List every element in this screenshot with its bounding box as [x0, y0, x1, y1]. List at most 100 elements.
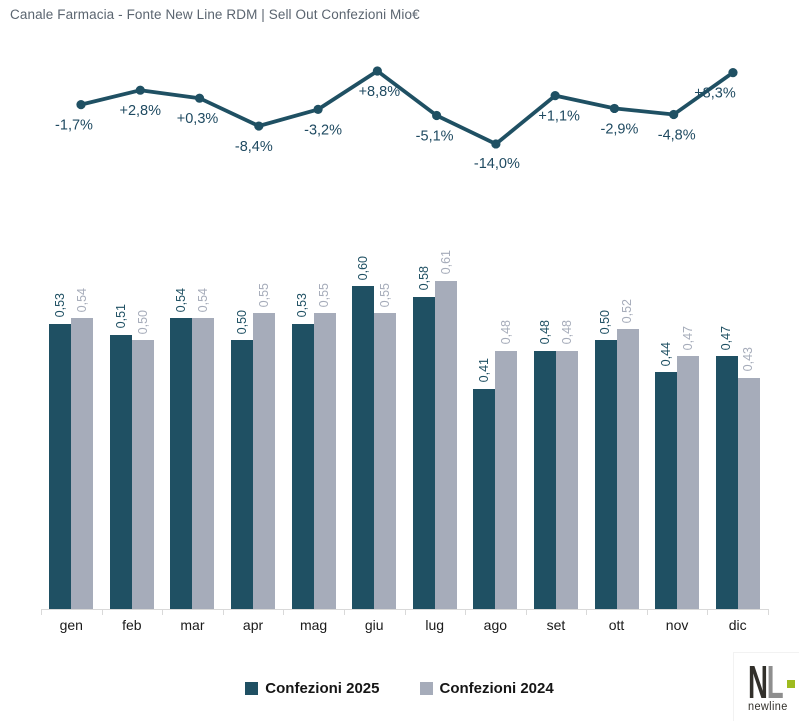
trend-point-label: -3,2% — [304, 122, 342, 138]
bar-value-label: 0,61 — [438, 250, 453, 275]
trend-point-label: +8,8% — [359, 84, 401, 100]
bar-value-label: 0,48 — [537, 320, 552, 345]
legend-item-2025: Confezioni 2025 — [245, 680, 380, 697]
bar-mag-confezioni-2025 — [291, 323, 314, 610]
trend-point — [432, 110, 442, 121]
bar-value-label: 0,48 — [559, 320, 574, 345]
legend-swatch-2024 — [419, 682, 433, 695]
x-axis-tick — [283, 609, 285, 615]
bar-value-label: 0,53 — [53, 293, 68, 318]
bar-value-label: 0,52 — [620, 298, 635, 324]
bar-gen-confezioni-2024 — [71, 318, 94, 610]
bar-chart: 0,53 0,54 0,51 0,50 0,54 0,54 0,50 0,55 0,53 0,55… — [41, 225, 768, 610]
line-chart: -1,7% +2,8% +0,3% -8,4% -3,2% +8,8% -5,1% -14,0… — [55, 66, 738, 172]
trend-point-label: +0,3% — [177, 111, 219, 127]
logo-wordmark: newline — [748, 701, 788, 713]
x-axis-tick — [646, 609, 648, 615]
bar-value-label: 0,44 — [658, 342, 673, 367]
x-axis-tick — [162, 609, 164, 615]
month-label-giu: giu — [364, 617, 384, 633]
trend-point-label: -5,1% — [416, 128, 454, 144]
bar-set-confezioni-2024 — [555, 350, 578, 610]
bar-group-mag: 0,53 0,55 — [283, 225, 344, 610]
bar-value-label: 0,50 — [234, 309, 249, 334]
bar-feb-confezioni-2025 — [109, 334, 132, 610]
bar-value-label: 0,50 — [135, 309, 150, 334]
bar-value-label: 0,60 — [355, 255, 370, 280]
bar-value-label: 0,47 — [719, 325, 734, 351]
bar-feb-confezioni-2024 — [131, 340, 154, 610]
bar-value-label: 0,43 — [741, 347, 756, 372]
x-axis-tick — [101, 609, 103, 615]
bar-group-nov: 0,44 0,47 — [647, 225, 708, 610]
logo-letter-l: L — [766, 656, 784, 708]
bar-ott-confezioni-2025 — [594, 340, 617, 610]
bar-value-label: 0,53 — [295, 293, 310, 318]
bar-set-confezioni-2025 — [533, 350, 556, 610]
bar-apr-confezioni-2025 — [231, 340, 254, 610]
bar-group-set: 0,48 0,48 — [526, 225, 587, 610]
bar-apr-confezioni-2024 — [253, 313, 276, 610]
bar-value-label: 0,55 — [256, 282, 271, 307]
bar-group-dic: 0,47 0,43 — [707, 225, 768, 610]
bar-group-gen: 0,53 0,54 — [41, 225, 102, 610]
trend-point-label: +1,1% — [538, 109, 580, 125]
bar-gen-confezioni-2025 — [49, 323, 72, 610]
bar-value-label: 0,54 — [196, 288, 211, 313]
bar-group-ago: 0,41 0,48 — [465, 225, 526, 610]
bar-value-label: 0,55 — [317, 282, 332, 307]
bar-lug-confezioni-2025 — [412, 296, 435, 610]
x-axis-tick — [465, 609, 467, 615]
bar-ott-confezioni-2024 — [616, 329, 639, 610]
month-label-mag: mag — [299, 617, 328, 633]
legend: Confezioni 2025 Confezioni 2024 — [0, 680, 799, 697]
bar-group-feb: 0,51 0,50 — [102, 225, 163, 610]
legend-label-2025: Confezioni 2025 — [265, 680, 380, 697]
bar-value-label: 0,47 — [680, 325, 695, 351]
bar-nov-confezioni-2024 — [677, 356, 700, 610]
legend-label-2024: Confezioni 2024 — [439, 680, 554, 697]
bar-ago-confezioni-2025 — [473, 388, 496, 610]
legend-item-2024: Confezioni 2024 — [419, 680, 554, 697]
bar-group-lug: 0,58 0,61 — [405, 225, 466, 610]
trend-point — [313, 104, 323, 114]
bar-dic-confezioni-2025 — [715, 356, 738, 610]
bar-value-label: 0,54 — [75, 288, 90, 313]
bar-nov-confezioni-2025 — [655, 372, 678, 610]
trend-point — [550, 91, 560, 101]
trend-point — [728, 68, 738, 78]
month-label-apr: apr — [242, 617, 264, 633]
x-axis-labels: gen feb mar apr mag giu lug ago set ott nov dic — [41, 617, 768, 633]
logo-accent-square — [787, 680, 795, 688]
month-label-mar: mar — [180, 617, 205, 633]
trend-point-label: +8,3% — [694, 86, 736, 102]
x-axis-tick — [343, 609, 345, 615]
bar-mag-confezioni-2024 — [313, 313, 336, 610]
trend-point — [76, 100, 86, 110]
x-axis-tick — [525, 609, 527, 615]
chart-title: Canale Farmacia - Fonte New Line RDM | S… — [10, 7, 420, 22]
month-label-dic: dic — [728, 617, 747, 633]
bar-value-label: 0,58 — [416, 266, 431, 291]
bar-group-apr: 0,50 0,55 — [223, 225, 284, 610]
trend-point-label: +2,8% — [120, 103, 162, 119]
bar-giu-confezioni-2025 — [352, 286, 375, 610]
month-label-feb: feb — [122, 617, 142, 633]
bar-mar-confezioni-2025 — [170, 318, 193, 610]
month-label-ott: ott — [608, 617, 625, 633]
logo-letter-n: N — [748, 656, 768, 708]
bar-value-label: 0,54 — [174, 288, 189, 313]
trend-point — [135, 85, 145, 95]
trend-point-label: -8,4% — [235, 139, 273, 155]
trend-point-label: -4,8% — [658, 128, 696, 144]
bar-ago-confezioni-2024 — [495, 350, 518, 610]
x-axis-tick — [222, 609, 224, 615]
bar-group-mar: 0,54 0,54 — [162, 225, 223, 610]
bar-value-label: 0,51 — [113, 304, 128, 329]
trend-point-label: -2,9% — [600, 121, 638, 137]
newline-logo: NL newline — [733, 652, 799, 721]
trend-point — [491, 139, 501, 149]
bar-group-ott: 0,50 0,52 — [586, 225, 647, 610]
trend-point — [254, 121, 264, 131]
